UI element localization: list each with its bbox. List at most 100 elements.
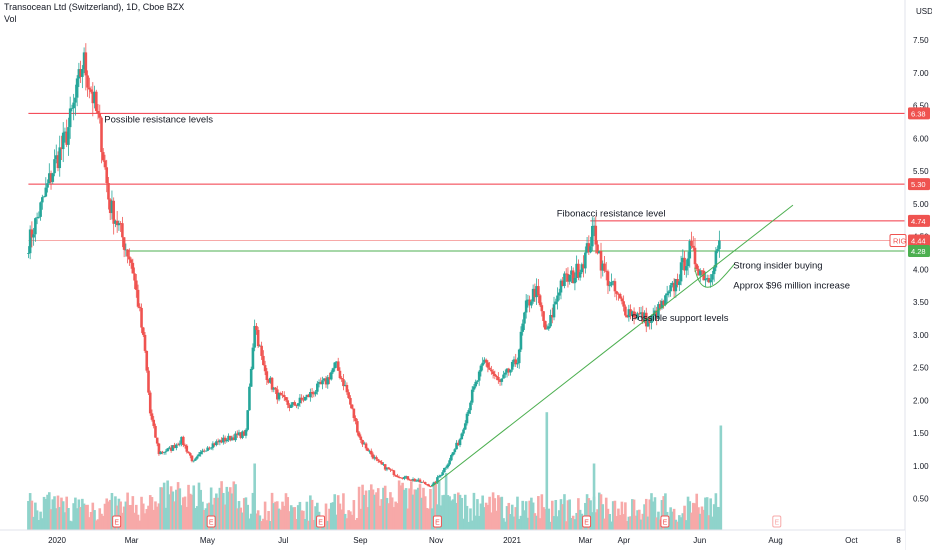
candle-body [192,460,196,462]
candle [470,386,474,405]
candle-body [591,225,594,247]
candle-body [490,369,493,372]
volume-bar [448,496,451,530]
candle-body [67,127,70,145]
candle [684,259,688,278]
candle-body [119,223,122,224]
candle [284,397,288,402]
candle [563,271,566,289]
candle-body [206,447,209,451]
candle-body [530,301,533,306]
candle [608,281,612,292]
volume-bar [644,498,648,530]
candle-body [249,368,253,387]
candle-body [526,299,530,301]
candle [47,163,51,184]
candle [37,211,41,219]
volume-bar [523,510,526,530]
volume-bar [698,513,702,530]
candle [591,217,594,251]
candle [350,404,354,410]
candle-body [122,237,126,250]
volume-bar [145,509,149,530]
volume-bar [68,520,72,530]
candle-body [681,257,685,263]
volume-bar [272,503,276,530]
candle [195,454,199,460]
candle [164,449,168,455]
volume-bar [495,510,498,530]
candle [512,356,516,367]
candle-body [209,447,213,449]
candle-body [597,251,601,254]
candle [211,441,215,451]
volume-bar [302,510,305,530]
candle [51,172,55,185]
time-axis[interactable]: 2020 Mar May Jul Sep Nov 2021 Mar Apr Jun Aug Oct 8 [48,536,901,545]
annotation-text: Approx $96 million increase [733,280,850,291]
candle [582,255,585,278]
volume-bar [70,521,74,530]
candle [232,434,236,441]
candle-body [691,245,695,248]
candle-body [326,377,330,385]
volume-bar [300,510,303,530]
candle-body [594,225,598,245]
candle [295,404,298,409]
candle-body [394,475,397,476]
candle [584,246,587,274]
candle-body [316,383,319,392]
candle-body [373,457,377,459]
volume-bar [446,495,450,530]
candle-body [70,108,74,110]
candle [175,443,178,451]
candle-body [150,413,154,420]
candle-body [429,486,432,488]
candle-body [244,429,248,436]
candle-body [96,110,100,114]
candle [502,370,505,379]
earnings-letter: E [584,520,589,527]
volume-bar [291,507,295,530]
candle [161,450,164,455]
candle [493,370,497,380]
candle [671,280,674,288]
volume-bar [643,504,646,530]
volume-bar [526,517,530,530]
candle [61,122,65,163]
candle [413,477,417,483]
candle-body [521,323,524,332]
candle [458,437,462,448]
volume-bar [37,520,41,530]
volume-bar [251,492,255,530]
volume-bar [530,497,533,530]
candle [345,382,349,395]
candle-body [556,295,559,302]
volume-bar [488,496,491,530]
volume-bar [194,507,197,530]
candle [39,201,42,221]
candle [408,478,411,481]
candle [277,392,281,402]
volume-bar [397,480,401,530]
candle [81,65,84,89]
volume-bar [458,494,462,530]
volume-bar [366,507,370,530]
candle-body [324,378,328,385]
volume-bar [695,493,699,530]
volume-bar [349,511,352,530]
candle [594,216,598,254]
candle [136,284,140,309]
volume-bar [67,507,70,530]
candle-body [133,273,136,281]
candle-body [75,78,79,98]
candle [65,119,68,148]
price-axis[interactable]: 0.501.001.502.002.503.003.504.004.505.00… [913,36,929,504]
candle [159,450,162,455]
candle [657,301,660,322]
candle [472,384,476,392]
candle [503,369,507,378]
candle [154,423,157,438]
